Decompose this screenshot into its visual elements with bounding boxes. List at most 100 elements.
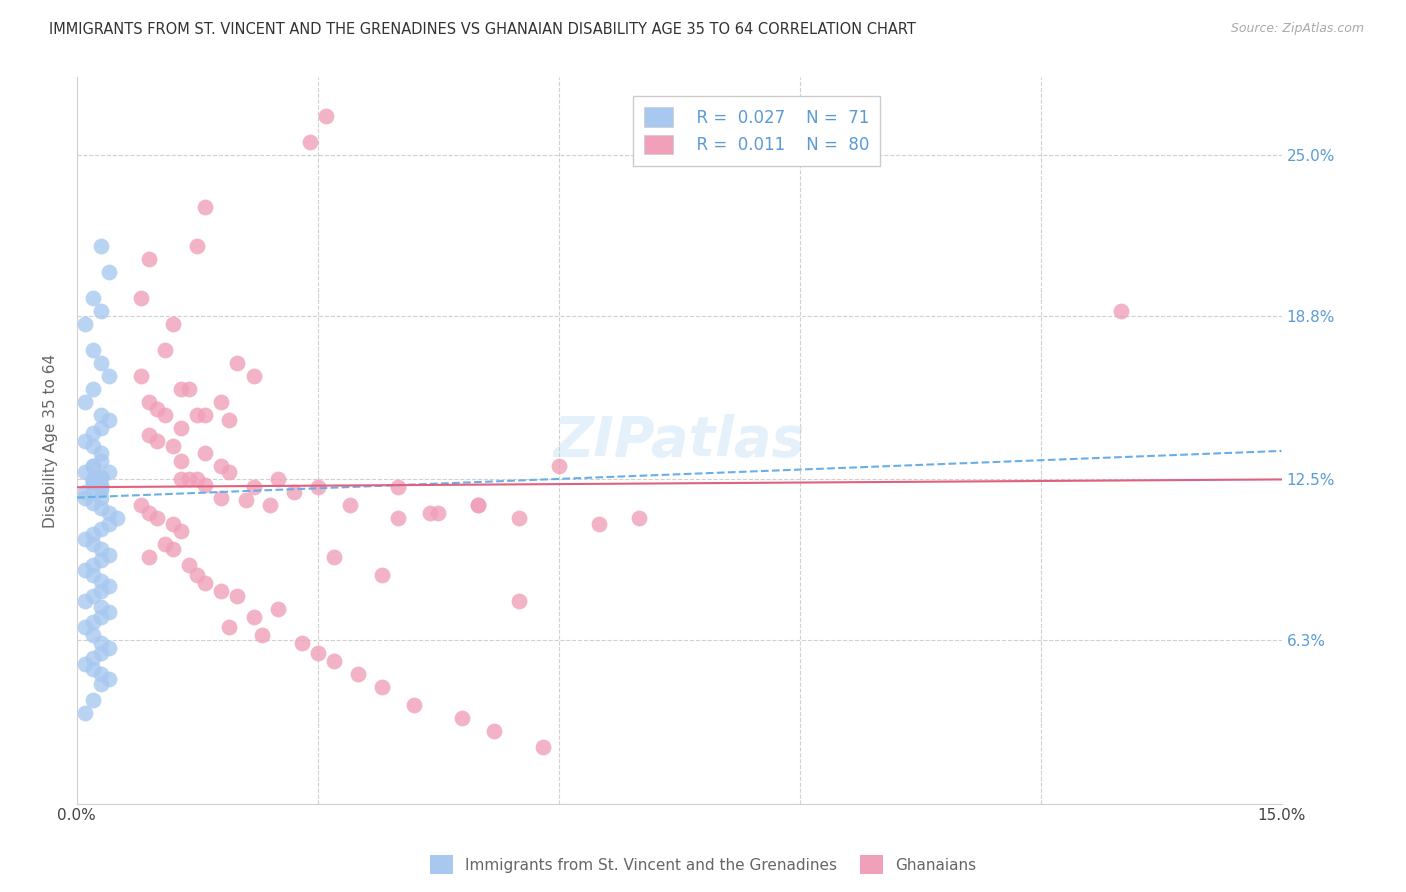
Point <box>179 558 201 572</box>
Point <box>73 532 96 546</box>
Point <box>186 239 208 253</box>
Point <box>90 522 112 536</box>
Point <box>451 711 474 725</box>
Point <box>307 646 329 660</box>
Point <box>371 680 394 694</box>
Point <box>242 480 264 494</box>
Point <box>242 368 264 383</box>
Point <box>194 446 217 460</box>
Text: ZIPatlas: ZIPatlas <box>554 414 806 467</box>
Point <box>628 511 651 525</box>
Point <box>82 589 104 603</box>
Point <box>291 636 314 650</box>
Point <box>209 491 232 505</box>
Point <box>170 382 193 396</box>
Point <box>90 491 112 505</box>
Point <box>209 459 232 474</box>
Point <box>129 368 152 383</box>
Point <box>98 672 121 686</box>
Point <box>484 724 506 739</box>
Point <box>508 594 530 608</box>
Point <box>138 550 160 565</box>
Point <box>186 568 208 582</box>
Point <box>186 472 208 486</box>
Point <box>90 470 112 484</box>
Point <box>1109 303 1132 318</box>
Point <box>186 408 208 422</box>
Point <box>242 610 264 624</box>
Point <box>98 465 121 479</box>
Point <box>98 605 121 619</box>
Point <box>170 472 193 486</box>
Point <box>90 454 112 468</box>
Point <box>73 317 96 331</box>
Point <box>73 434 96 448</box>
Point <box>129 499 152 513</box>
Point <box>73 394 96 409</box>
Point <box>90 667 112 681</box>
Point <box>162 317 184 331</box>
Point <box>82 558 104 572</box>
Point <box>82 537 104 551</box>
Point <box>170 454 193 468</box>
Point <box>90 646 112 660</box>
Text: IMMIGRANTS FROM ST. VINCENT AND THE GRENADINES VS GHANAIAN DISABILITY AGE 35 TO : IMMIGRANTS FROM ST. VINCENT AND THE GREN… <box>49 22 917 37</box>
Point <box>82 475 104 489</box>
Point <box>162 516 184 531</box>
Point <box>90 446 112 460</box>
Point <box>82 628 104 642</box>
Point <box>90 584 112 599</box>
Point <box>82 425 104 440</box>
Point <box>98 265 121 279</box>
Point <box>547 459 569 474</box>
Point <box>90 408 112 422</box>
Point <box>226 356 249 370</box>
Point <box>322 654 344 668</box>
Point <box>98 368 121 383</box>
Point <box>419 506 441 520</box>
Point <box>82 343 104 357</box>
Point <box>82 485 104 500</box>
Point <box>322 550 344 565</box>
Point <box>98 506 121 520</box>
Point <box>194 200 217 214</box>
Point <box>387 480 409 494</box>
Point <box>90 239 112 253</box>
Point <box>82 615 104 629</box>
Point <box>339 499 361 513</box>
Point <box>218 413 240 427</box>
Legend:   R =  0.027    N =  71,   R =  0.011    N =  80: R = 0.027 N = 71, R = 0.011 N = 80 <box>633 96 880 166</box>
Point <box>82 459 104 474</box>
Point <box>194 408 217 422</box>
Point <box>105 511 128 525</box>
Point <box>218 465 240 479</box>
Point <box>259 499 281 513</box>
Point <box>162 542 184 557</box>
Point <box>531 739 554 754</box>
Point <box>90 542 112 557</box>
Point <box>90 574 112 588</box>
Point <box>82 651 104 665</box>
Point <box>588 516 610 531</box>
Point <box>82 459 104 474</box>
Point <box>73 465 96 479</box>
Point <box>90 636 112 650</box>
Point <box>82 475 104 489</box>
Point <box>90 553 112 567</box>
Legend: Immigrants from St. Vincent and the Grenadines, Ghanaians: Immigrants from St. Vincent and the Gren… <box>423 849 983 880</box>
Point <box>90 599 112 614</box>
Point <box>73 620 96 634</box>
Point <box>235 493 257 508</box>
Point <box>90 477 112 491</box>
Point <box>90 470 112 484</box>
Point <box>170 420 193 434</box>
Point <box>307 480 329 494</box>
Point <box>146 511 169 525</box>
Point <box>90 356 112 370</box>
Point <box>209 584 232 599</box>
Point <box>82 382 104 396</box>
Point <box>73 485 96 500</box>
Point <box>90 610 112 624</box>
Point <box>371 568 394 582</box>
Point <box>194 477 217 491</box>
